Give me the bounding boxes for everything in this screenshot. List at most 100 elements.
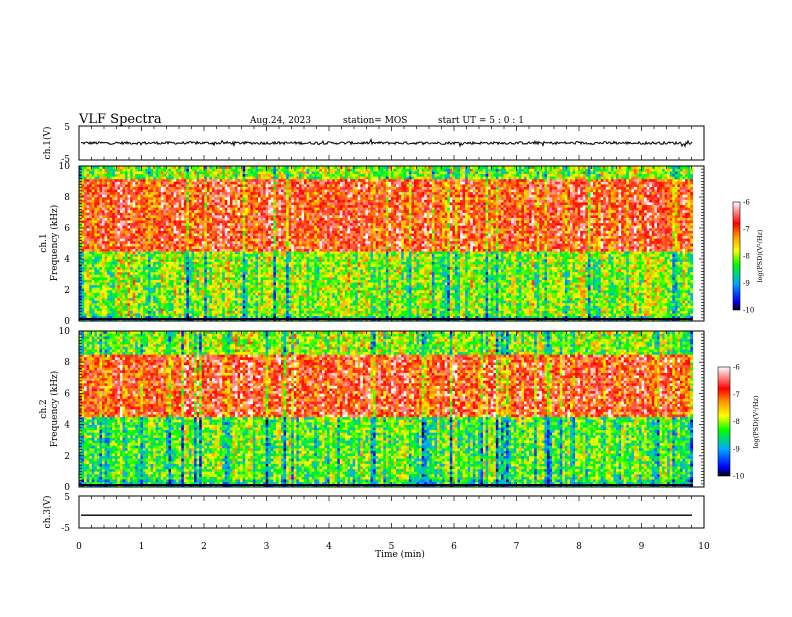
spectrogram-cell [120,298,123,301]
spectrogram-cell [192,205,195,208]
spectrogram-cell [227,189,230,192]
spectrogram-cell [125,293,128,296]
spectrogram-cell [202,231,205,234]
spectrogram-cell [215,293,218,296]
spectrogram-cell [122,179,125,182]
spectrogram-cell [225,254,228,257]
spectrogram-cell [82,218,85,221]
spectrogram-cell [102,176,105,179]
spectrogram-cell [156,285,159,288]
spectrogram-cell [197,241,200,244]
spectrogram-cell [130,174,133,177]
spectrogram-cell [230,213,233,216]
spectrogram-cell [138,197,141,200]
spectrogram-cell [171,280,174,283]
spectrogram-cell [278,176,281,179]
spectrogram-cell [220,249,223,252]
spectrogram-cell [268,269,271,272]
spectrogram-cell [253,264,256,267]
spectrogram-cell [248,275,251,278]
spectrogram-cell [199,179,202,182]
spectrogram-cell [163,202,166,205]
spectrogram-cell [258,241,261,244]
spectrogram-cell [217,218,220,221]
spectrogram-cell [138,269,141,272]
spectrogram-cell [151,262,154,265]
spectrogram-cell [263,218,266,221]
spectrogram-cell [212,197,215,200]
spectrogram-cell [130,225,133,228]
spectrogram-cell [250,300,253,303]
spectrogram-cell [255,231,258,234]
spectrogram-cell [238,262,241,265]
spectrogram-cell [171,189,174,192]
spectrogram-cell [89,176,92,179]
spectrogram-cell [266,251,269,254]
spectrogram-cell [130,311,133,314]
spectrogram-cell [84,295,87,298]
spectrogram-cell [186,282,189,285]
spectrogram-cell [238,225,241,228]
spectrogram-cell [207,215,210,218]
spectrogram-cell [217,194,220,197]
spectrogram-cell [253,192,256,195]
spectrogram-cell [243,277,246,280]
spectrogram-cell [186,251,189,254]
spectrogram-cell [199,300,202,303]
spectrogram-cell [220,182,223,185]
spectrogram-cell [156,202,159,205]
spectrogram-cell [263,187,266,190]
spectrogram-cell [204,200,207,203]
spectrogram-cell [169,282,172,285]
spectrogram-cell [273,256,276,259]
spectrogram-cell [145,182,148,185]
spectrogram-cell [258,171,261,174]
spectrogram-cell [212,251,215,254]
spectrogram-cell [112,215,115,218]
spectrogram-cell [204,220,207,223]
spectrogram-cell [225,213,228,216]
spectrogram-cell [130,176,133,179]
spectrogram-cell [166,197,169,200]
spectrogram-cell [227,267,230,270]
spectrogram-cell [248,277,251,280]
spectrogram-cell [240,182,243,185]
spectrogram-cell [238,218,241,221]
spectrogram-cell [99,179,102,182]
spectrogram-cell [245,194,248,197]
spectrogram-cell [186,228,189,231]
spectrogram-cell [189,179,192,182]
spectrogram-cell [102,179,105,182]
spectrogram-cell [151,207,154,210]
spectrogram-cell [128,194,131,197]
spectrogram-cell [250,187,253,190]
spectrogram-cell [261,303,264,306]
spectrogram-cell [281,220,284,223]
spectrogram-cell [143,282,146,285]
spectrogram-cell [82,295,85,298]
spectrogram-cell [278,308,281,311]
spectrogram-cell [212,241,215,244]
spectrogram-cell [133,277,136,280]
spectrogram-cell [232,233,235,236]
spectrogram-cell [225,277,228,280]
spectrogram-cell [87,200,90,203]
spectrogram-cell [143,182,146,185]
spectrogram-cell [115,280,118,283]
spectrogram-cell [158,174,161,177]
spectrogram-cell [207,241,210,244]
spectrogram-cell [148,259,151,262]
spectrogram-cell [122,295,125,298]
spectrogram-cell [151,182,154,185]
spectrogram-cell [197,182,200,185]
spectrogram-cell [102,233,105,236]
spectrogram-cell [197,267,200,270]
spectrogram-cell [92,241,95,244]
spectrogram-cell [110,189,113,192]
spectrogram-cell [235,293,238,296]
spectrogram-cell [125,269,128,272]
spectrogram-cell [227,311,230,314]
spectrogram-cell [151,225,154,228]
spectrogram-cell [133,210,136,213]
spectrogram-cell [117,171,120,174]
